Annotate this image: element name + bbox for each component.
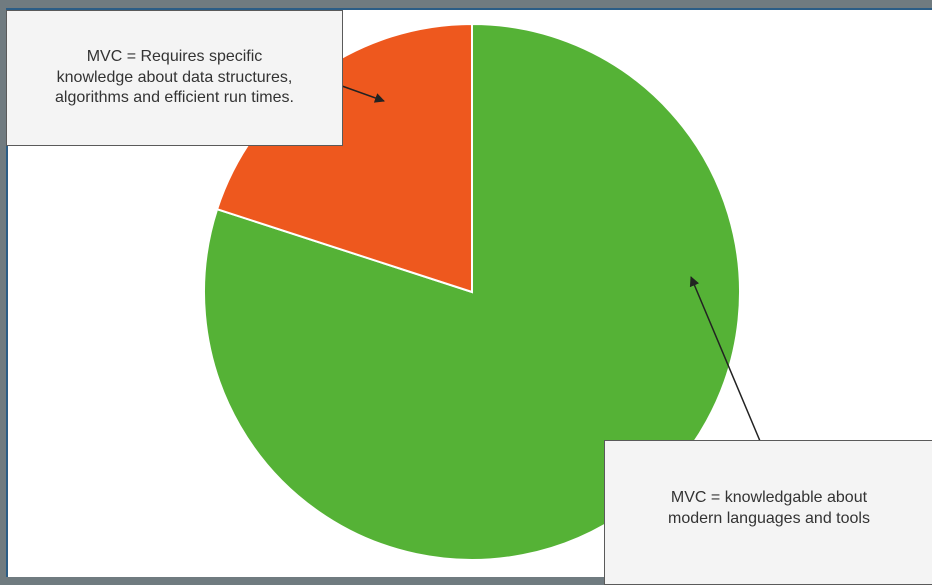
callout-small-slice-text: MVC = Requires specific knowledge about … [55,47,294,107]
callout-small-slice: MVC = Requires specific knowledge about … [6,10,343,146]
callout-large-slice-text: MVC = knowledgable about modern language… [668,488,870,527]
callout-arrow-large-slice [689,276,761,442]
callout-arrow-small-slice [341,85,385,103]
callout-large-slice: MVC = knowledgable about modern language… [604,440,932,585]
